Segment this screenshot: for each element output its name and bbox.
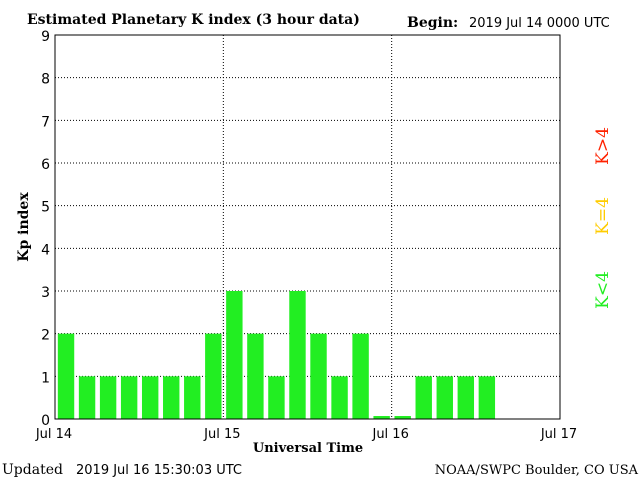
y-tick-label: 5 xyxy=(41,200,50,216)
kp-bar xyxy=(268,376,285,419)
legend-entry: K<4 xyxy=(593,271,613,309)
kp-bar xyxy=(205,333,222,419)
bars xyxy=(57,291,496,419)
y-tick-label: 9 xyxy=(41,29,50,45)
kp-bar xyxy=(289,291,306,419)
kp-bar xyxy=(352,333,369,419)
y-tick-label: 2 xyxy=(41,328,50,344)
kp-bar xyxy=(436,376,453,419)
kp-bar xyxy=(415,376,432,419)
kp-bar xyxy=(247,333,264,419)
y-tick-label: 3 xyxy=(41,285,50,301)
y-axis-label: Kp index xyxy=(16,192,32,262)
begin-value: 2019 Jul 14 0000 UTC xyxy=(469,16,610,31)
y-tick-label: 0 xyxy=(41,413,50,429)
kp-bar xyxy=(373,416,390,419)
grid-lines xyxy=(55,35,560,419)
x-axis-label: Universal Time xyxy=(253,441,363,456)
kp-bar xyxy=(310,333,327,419)
kp-bar xyxy=(99,376,117,419)
y-tick-label: 8 xyxy=(41,72,50,88)
kp-bar xyxy=(141,376,159,419)
y-tick-labels: 0 1 2 3 4 5 6 7 8 9 xyxy=(41,29,50,429)
updated-label: Updated xyxy=(2,462,63,478)
plot-frame xyxy=(54,34,561,420)
legend: K<4 K=4 K>4 xyxy=(593,127,613,309)
x-tick-label: Jul 14 xyxy=(35,427,72,442)
x-tick-labels: Jul 14 Jul 15 Jul 16 Jul 17 xyxy=(35,427,577,442)
kp-bar xyxy=(394,416,411,419)
y-tick-label: 4 xyxy=(41,242,50,258)
kp-bar xyxy=(331,376,348,419)
y-tick-label: 1 xyxy=(41,370,50,386)
x-tick-label: Jul 17 xyxy=(540,427,577,442)
begin-label: Begin: xyxy=(407,15,458,31)
kp-bar xyxy=(57,333,75,419)
kp-bar xyxy=(78,376,96,419)
kp-bar xyxy=(457,376,475,419)
x-tick-label: Jul 15 xyxy=(203,427,240,442)
y-tick-label: 6 xyxy=(41,157,50,173)
credit: NOAA/SWPC Boulder, CO USA xyxy=(435,463,639,478)
x-tick-label: Jul 16 xyxy=(371,427,408,442)
kp-bar xyxy=(184,376,201,419)
kp-bar xyxy=(163,376,180,419)
y-tick-label: 7 xyxy=(41,114,50,130)
kp-bar xyxy=(120,376,138,419)
kp-bar xyxy=(226,291,243,419)
chart-title: Estimated Planetary K index (3 hour data… xyxy=(27,12,360,28)
legend-entry: K=4 xyxy=(593,197,613,235)
updated-value: 2019 Jul 16 15:30:03 UTC xyxy=(76,463,242,478)
legend-entry: K>4 xyxy=(593,127,613,165)
kp-bar xyxy=(478,376,496,419)
